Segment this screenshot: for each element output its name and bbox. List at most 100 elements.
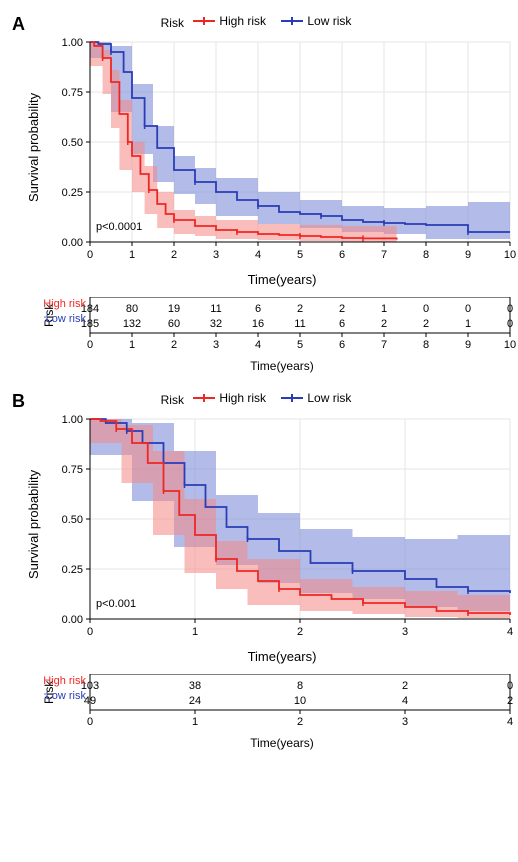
svg-text:6: 6 [255, 303, 261, 315]
legend-key-high [193, 15, 215, 27]
svg-text:2: 2 [171, 249, 177, 261]
svg-text:2: 2 [297, 626, 303, 638]
svg-text:0: 0 [423, 303, 429, 315]
svg-text:10: 10 [504, 249, 516, 261]
legend-high-label: High risk [219, 14, 266, 28]
svg-text:0.50: 0.50 [62, 514, 83, 526]
svg-text:0.75: 0.75 [62, 87, 83, 99]
legend-b: Risk High risk Low risk [12, 391, 506, 407]
svg-text:p<0.0001: p<0.0001 [96, 221, 142, 233]
svg-text:4: 4 [507, 626, 513, 638]
legend-key-high-b [193, 392, 215, 404]
ylabel-a: Survival probability [26, 93, 41, 202]
panel-a-label: A [12, 14, 25, 35]
svg-text:0: 0 [87, 249, 93, 261]
ylabel-b: Survival probability [26, 470, 41, 579]
km-plot-b: 0 1 2 3 4 0.00 0.25 0.50 0.75 1.00 p<0.001 [58, 413, 516, 645]
svg-text:11: 11 [210, 303, 221, 315]
svg-text:1: 1 [192, 716, 198, 728]
svg-text:32: 32 [210, 318, 222, 330]
xlabel-b: Time(years) [58, 649, 506, 664]
svg-text:4: 4 [255, 339, 261, 351]
svg-text:8: 8 [423, 339, 429, 351]
risk-table-b-wrap: Risk High riskLow risk 10338820492410420… [58, 674, 506, 750]
svg-text:0: 0 [507, 303, 513, 315]
svg-text:8: 8 [423, 249, 429, 261]
legend-key-low-b [281, 392, 303, 404]
svg-text:10: 10 [504, 339, 516, 351]
legend-title: Risk [161, 16, 184, 30]
svg-text:3: 3 [402, 626, 408, 638]
svg-text:6: 6 [339, 249, 345, 261]
svg-text:1: 1 [381, 303, 387, 315]
svg-text:7: 7 [381, 249, 387, 261]
svg-text:p<0.001: p<0.001 [96, 598, 136, 610]
svg-text:3: 3 [402, 716, 408, 728]
svg-text:0: 0 [87, 716, 93, 728]
svg-text:3: 3 [213, 249, 219, 261]
svg-text:11: 11 [294, 318, 305, 330]
svg-text:1: 1 [192, 626, 198, 638]
risk-table-b: 103388204924104201234 [58, 674, 516, 732]
svg-text:0.75: 0.75 [62, 464, 83, 476]
svg-text:2: 2 [423, 318, 429, 330]
svg-text:24: 24 [189, 695, 201, 707]
chart-b-wrap: Survival probability 012340.000.250.500.… [58, 413, 506, 664]
svg-text:4: 4 [402, 695, 408, 707]
svg-text:38: 38 [189, 680, 201, 692]
risk-row-label: Low risk [46, 690, 86, 702]
legend-a: Risk High risk Low risk [12, 14, 506, 30]
svg-text:8: 8 [297, 680, 303, 692]
svg-text:0: 0 [87, 626, 93, 638]
legend-high-risk-b: High risk [193, 391, 266, 405]
svg-text:5: 5 [297, 249, 303, 261]
svg-text:0.00: 0.00 [62, 237, 83, 249]
svg-text:0: 0 [465, 303, 471, 315]
risk-xlabel-b: Time(years) [58, 736, 506, 750]
legend-low-risk-b: Low risk [281, 391, 351, 405]
svg-text:1: 1 [465, 318, 471, 330]
panel-b-label: B [12, 391, 25, 412]
svg-text:0: 0 [507, 680, 513, 692]
svg-text:4: 4 [255, 249, 261, 261]
panel-b: B Risk High risk Low risk Survival proba… [12, 391, 506, 750]
risk-table-a: 1848019116221000185132603216116221001234… [58, 297, 516, 355]
svg-text:0.25: 0.25 [62, 564, 83, 576]
svg-text:2: 2 [297, 716, 303, 728]
svg-text:16: 16 [252, 318, 264, 330]
svg-text:2: 2 [339, 303, 345, 315]
risk-row-label: High risk [43, 675, 86, 687]
svg-text:9: 9 [465, 339, 471, 351]
svg-text:4: 4 [507, 716, 513, 728]
legend-low-risk: Low risk [281, 14, 351, 28]
svg-text:2: 2 [402, 680, 408, 692]
chart-a-wrap: Survival probability 0123456789100.000.2… [58, 36, 506, 287]
svg-text:60: 60 [168, 318, 180, 330]
svg-text:0.25: 0.25 [62, 187, 83, 199]
svg-text:1.00: 1.00 [62, 37, 83, 49]
svg-text:19: 19 [168, 303, 180, 315]
svg-text:2: 2 [507, 695, 513, 707]
risk-table-a-wrap: Risk High riskLow risk 18480191162210001… [58, 297, 506, 373]
svg-text:80: 80 [126, 303, 138, 315]
svg-text:132: 132 [123, 318, 141, 330]
svg-text:2: 2 [171, 339, 177, 351]
legend-low-label: Low risk [307, 14, 351, 28]
svg-text:2: 2 [381, 318, 387, 330]
svg-text:10: 10 [294, 695, 306, 707]
svg-text:3: 3 [213, 339, 219, 351]
svg-text:1: 1 [129, 249, 135, 261]
svg-text:1.00: 1.00 [62, 414, 83, 426]
legend-key-low [281, 15, 303, 27]
km-plot-a: 0123456789100.000.250.500.751.00p<0.0001 [58, 36, 516, 268]
svg-text:5: 5 [297, 339, 303, 351]
svg-text:2: 2 [297, 303, 303, 315]
risk-xlabel-a: Time(years) [58, 359, 506, 373]
legend-title-b: Risk [161, 393, 184, 407]
legend-low-label-b: Low risk [307, 391, 351, 405]
risk-row-label: Low risk [46, 313, 86, 325]
svg-text:6: 6 [339, 318, 345, 330]
svg-text:0: 0 [507, 318, 513, 330]
risk-row-label: High risk [43, 298, 86, 310]
svg-text:0.00: 0.00 [62, 614, 83, 626]
